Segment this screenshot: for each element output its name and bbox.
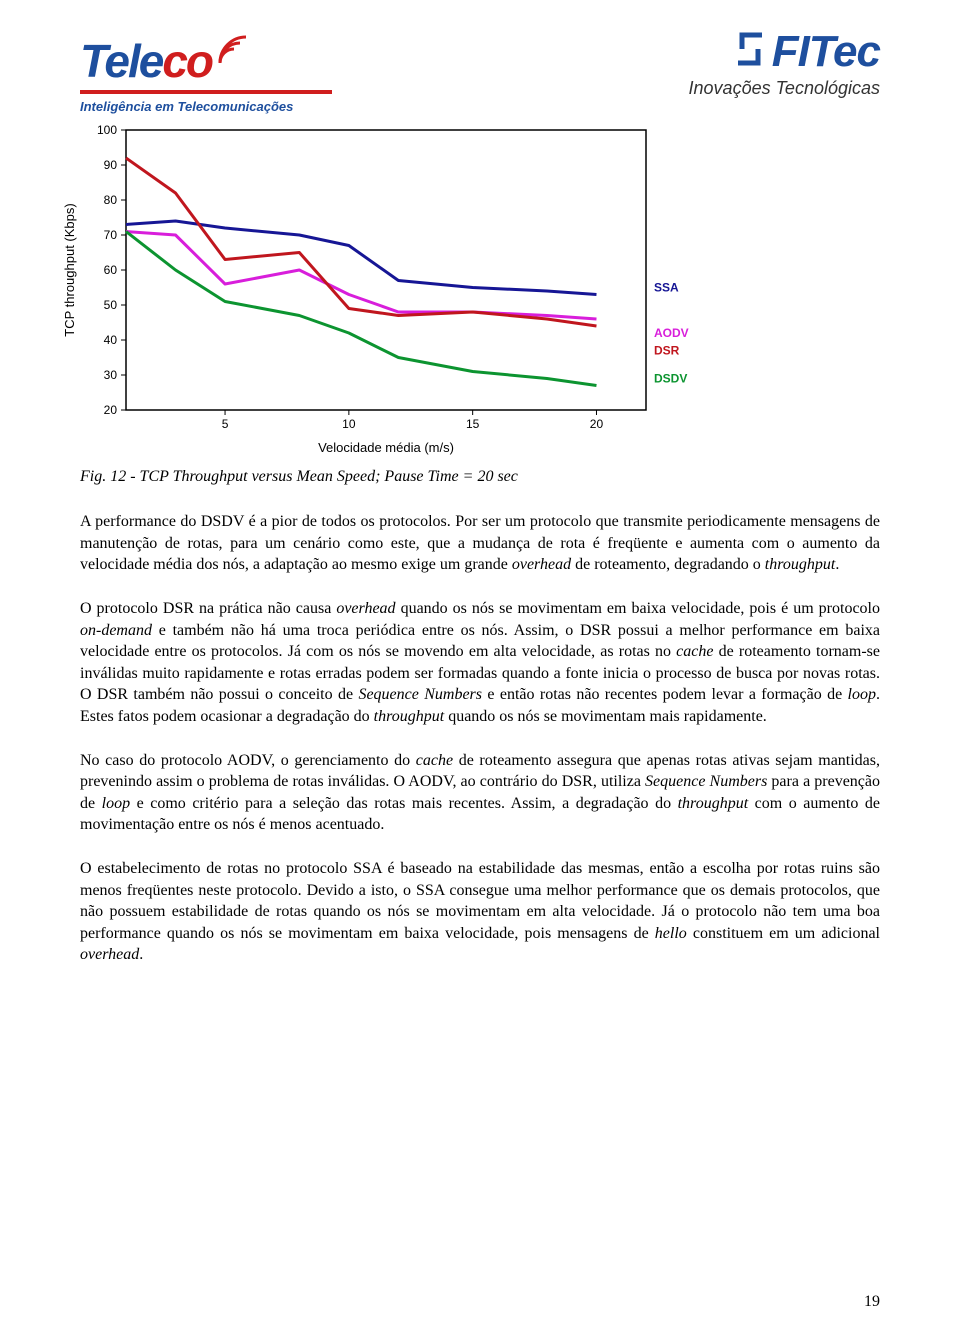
fitec-subtitle: Inovações Tecnológicas: [618, 76, 880, 100]
brackets-icon: [732, 31, 768, 74]
figure-caption: Fig. 12 - TCP Throughput versus Mean Spe…: [80, 466, 880, 488]
svg-text:AODV: AODV: [654, 326, 689, 340]
p3-text-a: No caso do protocolo AODV, o gerenciamen…: [80, 752, 416, 769]
svg-text:5: 5: [222, 417, 229, 431]
p3-italic-1: cache: [416, 752, 453, 769]
paragraph-3: No caso do protocolo AODV, o gerenciamen…: [80, 750, 880, 836]
teleco-logo: Teleco Inteligência em Telecomunicações: [80, 30, 332, 116]
p2-italic-4: Sequence Numbers: [358, 686, 482, 703]
signal-arcs-icon: [216, 33, 252, 76]
p2-italic-6: throughput: [374, 708, 445, 725]
svg-text:SSA: SSA: [654, 280, 679, 294]
fitec-logo: FITec Inovações Tecnológicas: [618, 30, 880, 100]
p1-italic-2: throughput: [765, 556, 836, 573]
p1-text-b: de roteamento, degradando o: [571, 556, 765, 573]
paragraph-1: A performance do DSDV é a pior de todos …: [80, 511, 880, 576]
svg-text:70: 70: [104, 228, 118, 242]
p2-italic-2: on-demand: [80, 622, 152, 639]
p2-italic-3: cache: [676, 643, 713, 660]
fitec-wordmark: FITec: [772, 30, 880, 74]
svg-text:50: 50: [104, 298, 118, 312]
p3-italic-2: Sequence Numbers: [645, 773, 767, 790]
p4-italic-1: hello: [655, 925, 687, 942]
p4-text-b: constituem em um adicional: [687, 925, 880, 942]
svg-text:30: 30: [104, 368, 118, 382]
header: Teleco Inteligência em Telecomunicações: [80, 30, 880, 116]
teleco-word-eco: co: [162, 35, 212, 87]
paragraph-4: O estabelecimento de rotas no protocolo …: [80, 858, 880, 966]
svg-text:DSR: DSR: [654, 343, 680, 357]
teleco-subtitle: Inteligência em Telecomunicações: [80, 90, 332, 116]
p1-italic-1: overhead: [512, 556, 571, 573]
svg-text:10: 10: [342, 417, 356, 431]
p3-text-d: e como critério para a seleção das rotas…: [130, 795, 678, 812]
p3-italic-3: loop: [102, 795, 130, 812]
tcp-throughput-chart: 20 30 40 50 60 70 80 90 100 5 10 15 20 Velocidade méd…: [56, 120, 880, 460]
p2-text-a: O protocolo DSR na prática não causa: [80, 600, 336, 617]
svg-text:Velocidade média (m/s): Velocidade média (m/s): [318, 440, 454, 455]
svg-text:100: 100: [97, 123, 117, 137]
svg-text:15: 15: [466, 417, 480, 431]
teleco-wordmark: Teleco: [80, 30, 332, 92]
p2-text-e: e então rotas não recentes podem levar a…: [482, 686, 848, 703]
p4-text-c: .: [139, 946, 143, 963]
p2-text-b: quando os nós se movimentam em baixa vel…: [396, 600, 880, 617]
svg-text:20: 20: [104, 403, 118, 417]
p2-italic-5: loop: [848, 686, 876, 703]
p3-italic-4: throughput: [678, 795, 749, 812]
teleco-word-tel: Tele: [80, 35, 162, 87]
p2-italic-1: overhead: [336, 600, 395, 617]
p1-text-c: .: [835, 556, 839, 573]
svg-text:40: 40: [104, 333, 118, 347]
svg-text:TCP throughput (Kbps): TCP throughput (Kbps): [62, 203, 77, 336]
page-number: 19: [864, 1291, 880, 1313]
paragraph-2: O protocolo DSR na prática não causa ove…: [80, 598, 880, 728]
svg-text:DSDV: DSDV: [654, 371, 687, 385]
svg-text:20: 20: [590, 417, 604, 431]
p2-text-g: quando os nós se movimentam mais rapidam…: [444, 708, 767, 725]
svg-text:60: 60: [104, 263, 118, 277]
p4-italic-2: overhead: [80, 946, 139, 963]
svg-text:80: 80: [104, 193, 118, 207]
svg-text:90: 90: [104, 158, 118, 172]
